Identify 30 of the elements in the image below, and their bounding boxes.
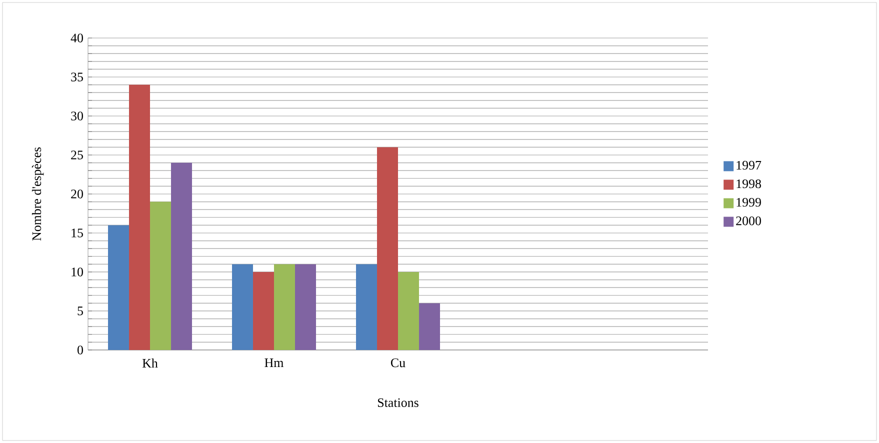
bar <box>129 84 150 350</box>
legend-label: 2000 <box>736 216 761 226</box>
legend-label: 1998 <box>736 179 761 188</box>
bar <box>171 162 192 350</box>
bar <box>356 264 378 350</box>
y-tick-label: 30 <box>71 112 83 120</box>
x-tick-label: Cu <box>390 358 406 368</box>
y-tick-label: 20 <box>71 190 83 198</box>
bar <box>295 264 316 350</box>
x-tick-label: Kh <box>142 358 158 368</box>
x-axis-title: Stations <box>378 398 418 408</box>
bar <box>108 225 130 350</box>
y-tick-label: 15 <box>72 228 83 238</box>
bar <box>398 272 420 350</box>
y-tick-label: 40 <box>70 34 83 42</box>
bar <box>232 264 254 350</box>
legend-label: 1997 <box>736 160 762 170</box>
legend-label: 1999 <box>736 198 761 207</box>
bar <box>419 303 440 350</box>
y-tick-label: 35 <box>71 72 83 82</box>
y-axis-title: Nombre d'espèces <box>32 147 44 241</box>
bar <box>150 202 172 350</box>
x-tick-label: Hm <box>264 358 284 367</box>
bar <box>274 264 296 350</box>
bar <box>377 147 398 350</box>
y-tick-label: 0 <box>78 346 83 354</box>
y-tick-label: 10 <box>72 268 83 276</box>
y-tick-label: 25 <box>71 150 83 160</box>
y-tick-label: 5 <box>78 306 83 316</box>
bar <box>253 272 274 350</box>
